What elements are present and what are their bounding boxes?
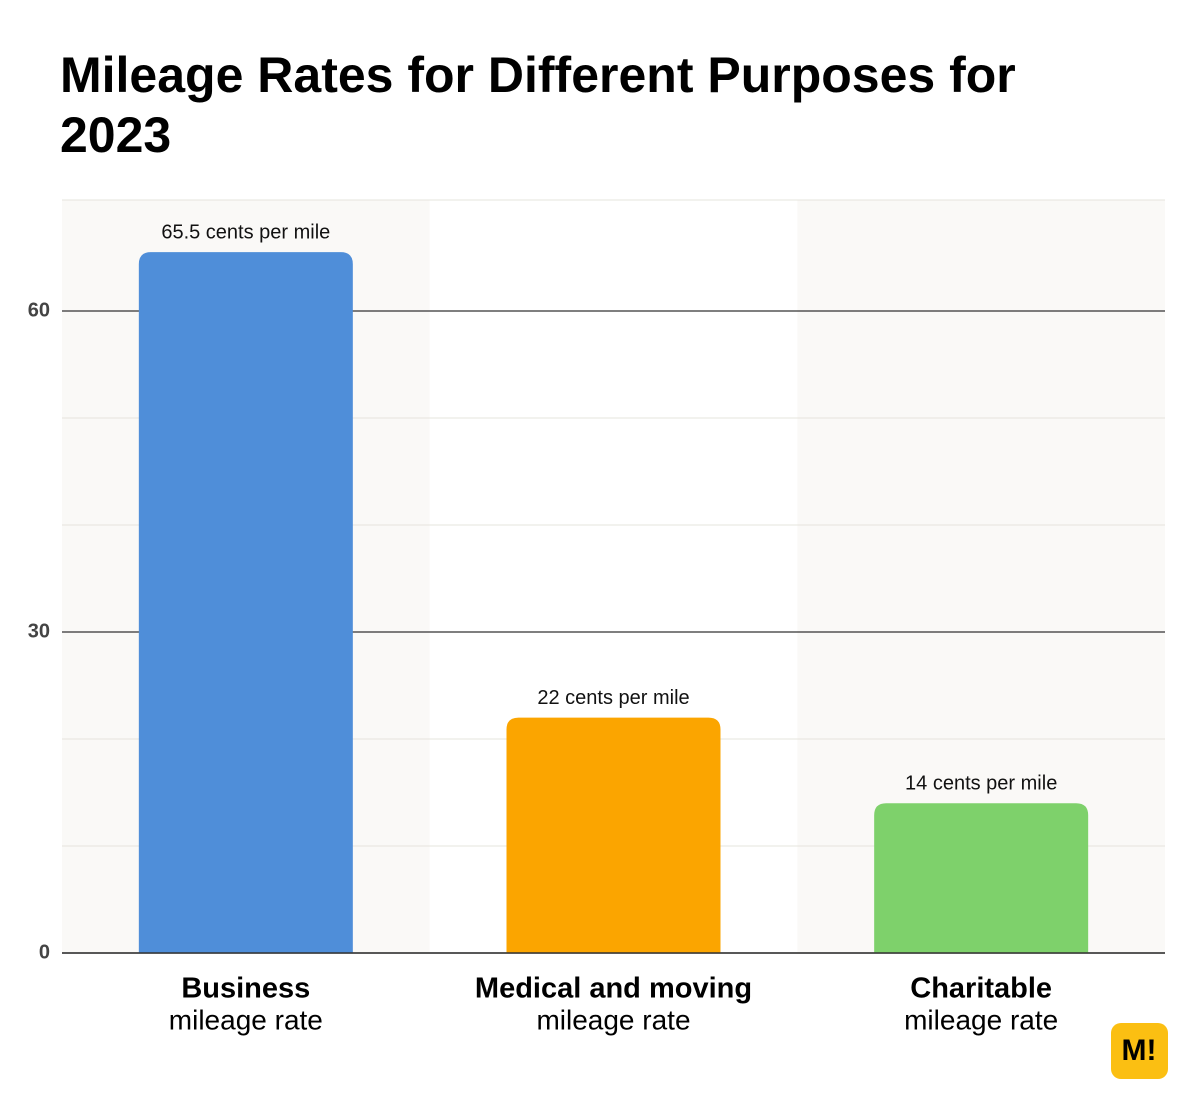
x-tick-sublabel: mileage rate (169, 1004, 323, 1035)
value-label: 65.5 cents per mile (161, 221, 330, 243)
x-tick-label: Medical and moving (475, 973, 752, 1005)
x-tick-label: Charitable (910, 973, 1052, 1005)
y-tick-label: 0 (39, 941, 50, 963)
logo-badge (1111, 1023, 1168, 1079)
logo: M! (1122, 1034, 1157, 1067)
title-box: Mileage Rates for Different Purposes for… (60, 47, 1016, 163)
value-label: 14 cents per mile (905, 772, 1057, 794)
value-label: 22 cents per mile (537, 687, 689, 709)
y-tick-label: 30 (28, 620, 50, 642)
bar (138, 252, 353, 953)
x-tick-sublabel: mileage rate (536, 1004, 690, 1035)
bar (506, 717, 721, 953)
x-tick-sublabel: mileage rate (904, 1004, 1058, 1035)
y-tick-label: 60 (28, 299, 50, 321)
chart-title: Mileage Rates for Different Purposes for… (60, 47, 1016, 163)
x-tick-label: Business (181, 973, 310, 1005)
bar (874, 803, 1089, 953)
